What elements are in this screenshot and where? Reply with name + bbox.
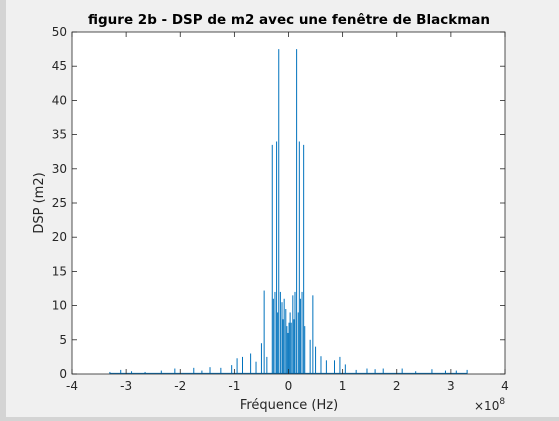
y-tick-label: 25: [52, 196, 67, 210]
y-axis: 0 5 10 15 20 25 30 35 40 45 50: [52, 25, 505, 381]
x-tick-label: 4: [501, 379, 509, 393]
y-tick-label: 0: [59, 367, 67, 381]
y-tick-label: 45: [52, 59, 67, 73]
y-tick-label: 20: [52, 230, 67, 244]
y-tick-label: 35: [52, 128, 67, 142]
x-tick-label: -1: [228, 379, 240, 393]
x-tick-label: 1: [339, 379, 347, 393]
x-exponent-label: ×108: [474, 397, 505, 413]
x-exponent-base: ×10: [474, 399, 499, 413]
chart-title: figure 2b - DSP de m2 avec une fenêtre d…: [88, 12, 490, 28]
y-tick-label: 40: [52, 93, 67, 107]
y-tick-label: 50: [52, 25, 67, 39]
y-axis-label: DSP (m2): [32, 172, 47, 233]
y-tick-label: 5: [59, 333, 67, 347]
x-tick-label: 0: [285, 379, 293, 393]
x-tick-label: 2: [393, 379, 401, 393]
y-tick-label: 30: [52, 162, 67, 176]
x-tick-label: -4: [66, 379, 78, 393]
x-exponent-power: 8: [499, 397, 505, 407]
y-tick-label: 10: [52, 299, 67, 313]
x-axis-label: Fréquence (Hz): [240, 398, 338, 413]
series-layer: [109, 49, 468, 374]
x-tick-label: 3: [447, 379, 455, 393]
x-tick-label: -3: [120, 379, 132, 393]
x-tick-label: -2: [174, 379, 186, 393]
plot-area: [72, 32, 505, 374]
x-axis: -4 -3 -2 -1 0 1 2 3 4: [66, 32, 509, 393]
y-tick-label: 15: [52, 264, 67, 278]
